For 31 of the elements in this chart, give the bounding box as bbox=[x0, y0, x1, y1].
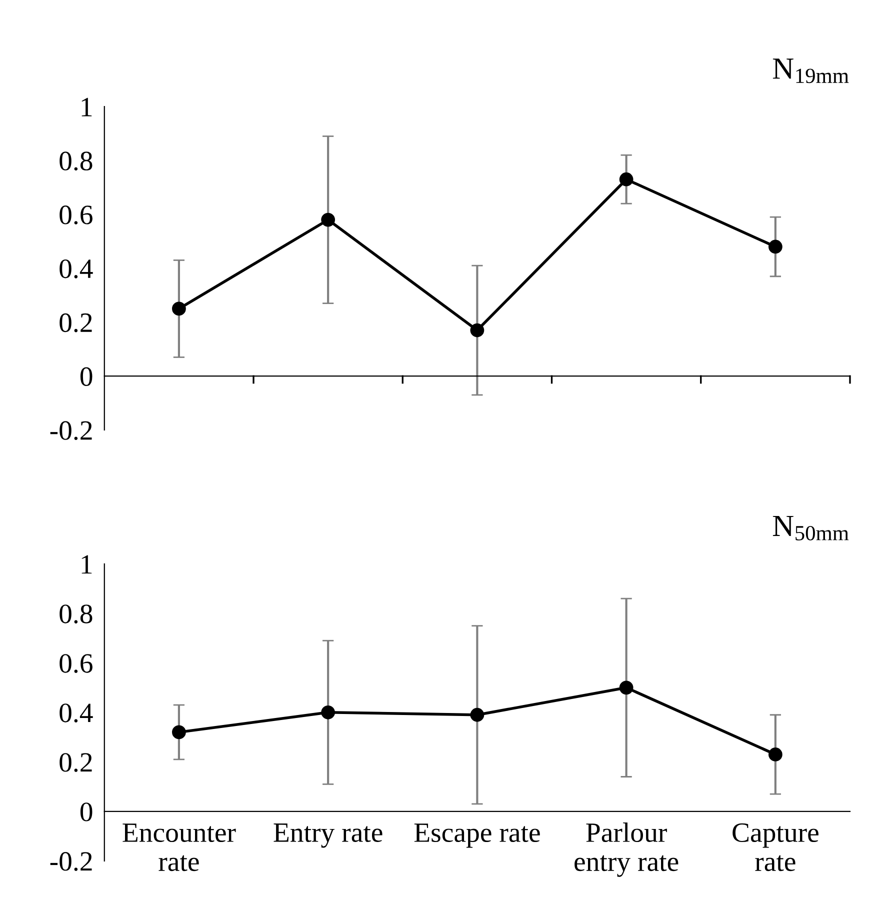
y-tick-label: 0.8 bbox=[60, 152, 92, 171]
point bbox=[768, 748, 782, 762]
y-tick-label: -0.2 bbox=[50, 421, 92, 440]
point bbox=[768, 240, 782, 254]
chart-title: N$_{50mm}$ bbox=[772, 516, 849, 540]
y-tick-label: 0.6 bbox=[60, 654, 92, 673]
point bbox=[619, 680, 634, 695]
y-tick-label: -0.2 bbox=[50, 852, 92, 871]
y-tick-label: 0 bbox=[80, 802, 92, 822]
point bbox=[321, 705, 336, 720]
x-tick-label: Parlour entry rate bbox=[574, 822, 678, 877]
y-tick-label: 0.4 bbox=[60, 259, 93, 278]
point bbox=[619, 172, 634, 186]
x-tick-label: Capture rate bbox=[732, 823, 818, 872]
y-tick-label: 0.2 bbox=[60, 313, 92, 332]
y-tick-label: 0.2 bbox=[60, 753, 92, 772]
chart-title: N$_{19mm}$ bbox=[772, 58, 849, 84]
y-tick-label: 0.8 bbox=[60, 604, 92, 624]
y-tick-label: 1 bbox=[82, 555, 92, 574]
point bbox=[470, 708, 484, 722]
point bbox=[321, 212, 336, 227]
y-tick-label: 0 bbox=[80, 367, 92, 386]
y-tick-label: 0.4 bbox=[60, 704, 93, 722]
point bbox=[470, 323, 484, 338]
point bbox=[172, 302, 186, 316]
point bbox=[172, 725, 186, 740]
y-tick-label: 1 bbox=[82, 98, 92, 116]
x-tick-label: Entry rate bbox=[274, 824, 382, 848]
y-tick-label: 0.6 bbox=[60, 206, 92, 224]
x-tick-label: Escape rate bbox=[414, 824, 540, 848]
x-tick-label: Encounter rate bbox=[122, 824, 236, 872]
